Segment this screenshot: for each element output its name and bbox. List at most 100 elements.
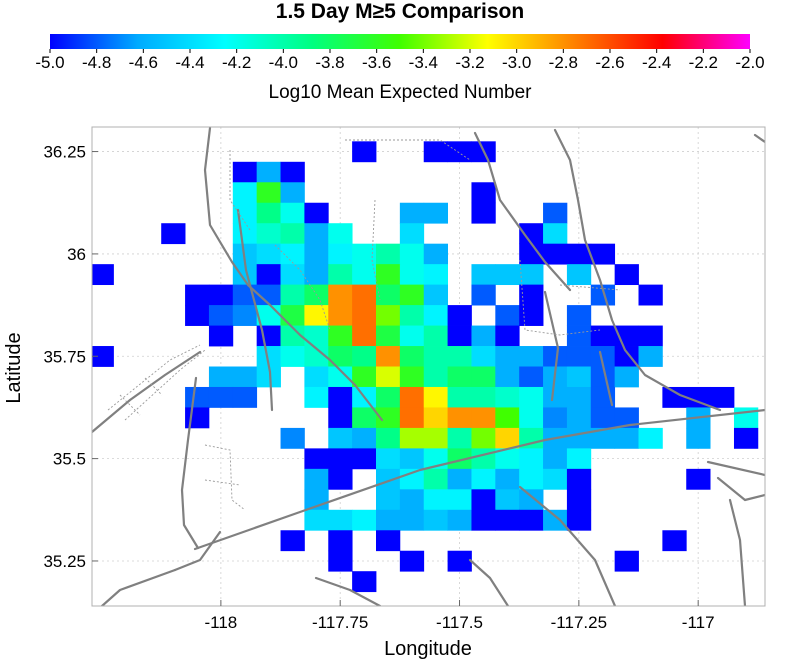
- colorbar-tick-label: -2.2: [689, 53, 718, 72]
- heatmap-cell: [471, 182, 496, 204]
- y-tick-label: 35.75: [43, 347, 86, 366]
- colorbar-tick-label: -3.6: [362, 53, 391, 72]
- heatmap-cell: [328, 509, 353, 531]
- heatmap-cell: [447, 305, 472, 326]
- heatmap-cell: [519, 305, 544, 326]
- heatmap-cell: [280, 202, 305, 224]
- heatmap-cell: [304, 346, 329, 367]
- heatmap-cell: [399, 448, 425, 470]
- heatmap-cell: [590, 243, 616, 265]
- heatmap-cell: [280, 530, 305, 552]
- heatmap-cell: [423, 489, 448, 511]
- heatmap-cell: [185, 386, 210, 408]
- heatmap-cell: [543, 346, 568, 367]
- heatmap-cell: [328, 305, 353, 326]
- heatmap-cell: [519, 264, 544, 286]
- colorbar-tick-label: -4.4: [175, 53, 204, 72]
- heatmap-cell: [352, 366, 377, 388]
- heatmap-cell: [92, 346, 114, 367]
- colorbar-tick-label: -4.8: [82, 53, 111, 72]
- heatmap-cell: [280, 243, 305, 265]
- fault-line: [716, 476, 765, 502]
- heatmap-cell: [686, 468, 711, 490]
- heatmap-cell: [423, 366, 448, 388]
- y-axis-label: Latitude: [3, 332, 25, 403]
- heatmap-cell: [519, 284, 544, 306]
- heatmap-cell: [328, 264, 353, 286]
- heatmap-cell: [495, 407, 520, 429]
- heatmap-cell: [447, 427, 472, 449]
- heatmap-cell: [304, 325, 329, 347]
- heatmap-cell: [447, 489, 472, 511]
- heatmap-cell: [471, 509, 496, 531]
- boundary-line: [229, 150, 251, 231]
- colorbar-tick-label: -2.8: [549, 53, 578, 72]
- heatmap-cell: [328, 468, 353, 490]
- heatmap-cell: [376, 489, 401, 511]
- colorbar-ticks: -5.0 -4.8 -4.6 -4.4 -4.2 -4.0 -3.8 -3.6 -3.4 -3.2…: [35, 49, 765, 72]
- heatmap-cell: [376, 468, 401, 490]
- heatmap-cell: [519, 223, 544, 245]
- heatmap-cell: [495, 366, 520, 388]
- heatmap-cell: [256, 182, 281, 204]
- heatmap-cell: [328, 346, 353, 367]
- heatmap-cell: [614, 407, 639, 429]
- heatmap-cell: [566, 386, 592, 408]
- plot-frame: [91, 126, 766, 607]
- heatmap-cell: [495, 427, 520, 449]
- heatmap-cell: [566, 325, 592, 347]
- colorbar-tick-label: -3.8: [315, 53, 344, 72]
- heatmap-cell: [185, 407, 210, 429]
- heatmap-cell: [208, 366, 234, 388]
- heatmap-cell: [543, 223, 568, 245]
- heatmap-cell: [543, 202, 568, 224]
- heatmap-cell: [495, 509, 520, 531]
- heatmap-cell: [495, 346, 520, 367]
- heatmap-cell: [280, 427, 305, 449]
- heatmap-cell: [471, 448, 496, 470]
- heatmap-cell: [304, 509, 329, 531]
- y-tick-label: 35.5: [53, 450, 86, 469]
- fault-line: [180, 376, 200, 550]
- heatmap-cell: [447, 366, 472, 388]
- heatmap-cell: [161, 223, 186, 245]
- heatmap-cell: [543, 468, 568, 490]
- heatmap-cell: [614, 346, 639, 367]
- heatmap-cell: [399, 325, 425, 347]
- heatmap-cell: [280, 284, 305, 306]
- colorbar-tick-label: -4.2: [222, 53, 251, 72]
- heatmap-cell: [495, 489, 520, 511]
- heatmap-cell: [232, 161, 258, 183]
- heatmap-cell: [232, 366, 258, 388]
- heatmap-cell: [519, 489, 544, 511]
- heatmap-cell: [614, 427, 639, 449]
- heatmap-cell: [399, 366, 425, 388]
- heatmap-cell: [543, 243, 568, 265]
- heatmap-cell: [590, 407, 616, 429]
- colorbar: [50, 34, 750, 49]
- fault-line: [468, 558, 510, 606]
- colorbar-tick-label: -4.0: [269, 53, 298, 72]
- heatmap-cell: [638, 325, 663, 347]
- heatmap-cell: [352, 407, 377, 429]
- heatmap-cell: [590, 366, 616, 388]
- heatmap-cell: [256, 223, 281, 245]
- heatmap-cell: [686, 386, 711, 408]
- heatmap-cell: [566, 489, 592, 511]
- fault-line: [193, 408, 765, 551]
- heatmap-cell: [423, 427, 448, 449]
- y-tick-label: 36: [67, 245, 86, 264]
- heatmap-cell: [376, 366, 401, 388]
- heatmap-cell: [352, 571, 377, 593]
- boundary-line: [204, 479, 241, 486]
- colorbar-tick-label: -2.6: [595, 53, 624, 72]
- heatmap-cell: [614, 366, 639, 388]
- heatmap-cell: [447, 386, 472, 408]
- colorbar-tick-label: -2.4: [642, 53, 671, 72]
- heatmap-cell: [638, 284, 663, 306]
- heatmap-cell: [352, 346, 377, 367]
- heatmap-cell: [519, 386, 544, 408]
- heatmap-cell: [352, 243, 377, 265]
- heatmap-cell: [423, 141, 448, 163]
- heatmap-cell: [566, 346, 592, 367]
